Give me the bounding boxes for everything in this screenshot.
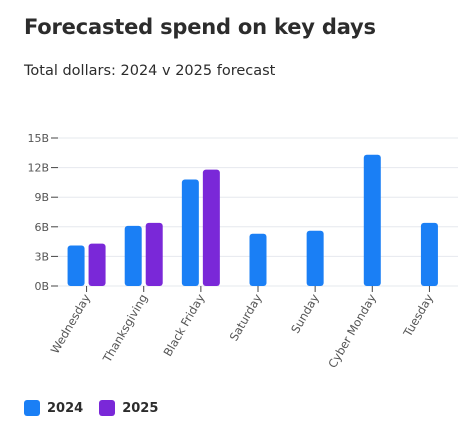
x-tick-label: Black Friday [161, 291, 208, 358]
bar-2024-saturday [249, 233, 267, 286]
legend-swatch-2025 [99, 400, 116, 416]
bar-2025-wednesday [88, 243, 106, 286]
bar-2025-black-friday [202, 169, 220, 286]
y-tick-label: 15B [27, 132, 49, 145]
chart-subtitle: Total dollars: 2024 v 2025 forecast [24, 63, 276, 79]
bar-2024-sunday [306, 230, 324, 286]
y-tick-label: 3B [34, 250, 49, 263]
legend-item-2025[interactable]: 2025 [99, 400, 158, 416]
bar-2024-cyber-monday [363, 154, 381, 286]
x-tick-label: Tuesday [400, 291, 436, 340]
x-tick-label: Cyber Monday [325, 291, 379, 370]
y-tick-label: 12B [27, 162, 49, 175]
bar-chart: 0B 3B 6B 9B 12B 15B Wednesday Thanksgiving Black… [27, 132, 458, 370]
x-tick-label: Saturday [227, 291, 265, 343]
x-tick-label: Wednesday [48, 291, 94, 356]
bar-2025-thanksgiving [145, 222, 163, 286]
bar-2024-wednesday [67, 245, 85, 286]
legend-item-2024[interactable]: 2024 [24, 400, 83, 416]
bar-2024-tuesday [420, 222, 438, 286]
legend-swatch-2024 [24, 400, 40, 416]
legend-label-2024: 2024 [47, 400, 84, 416]
x-tick-label: Sunday [288, 291, 322, 335]
chart-title: Forecasted spend on key days [24, 15, 376, 39]
y-tick-label: 9B [34, 191, 49, 204]
legend: 2024 2025 [24, 400, 174, 416]
legend-label-2025: 2025 [122, 400, 159, 416]
bar-2024-black-friday [181, 179, 199, 286]
bar-2024-thanksgiving [124, 225, 142, 286]
y-tick-label: 0B [34, 280, 49, 293]
y-tick-label: 6B [34, 221, 49, 234]
x-tick-label: Thanksgiving [99, 292, 150, 366]
